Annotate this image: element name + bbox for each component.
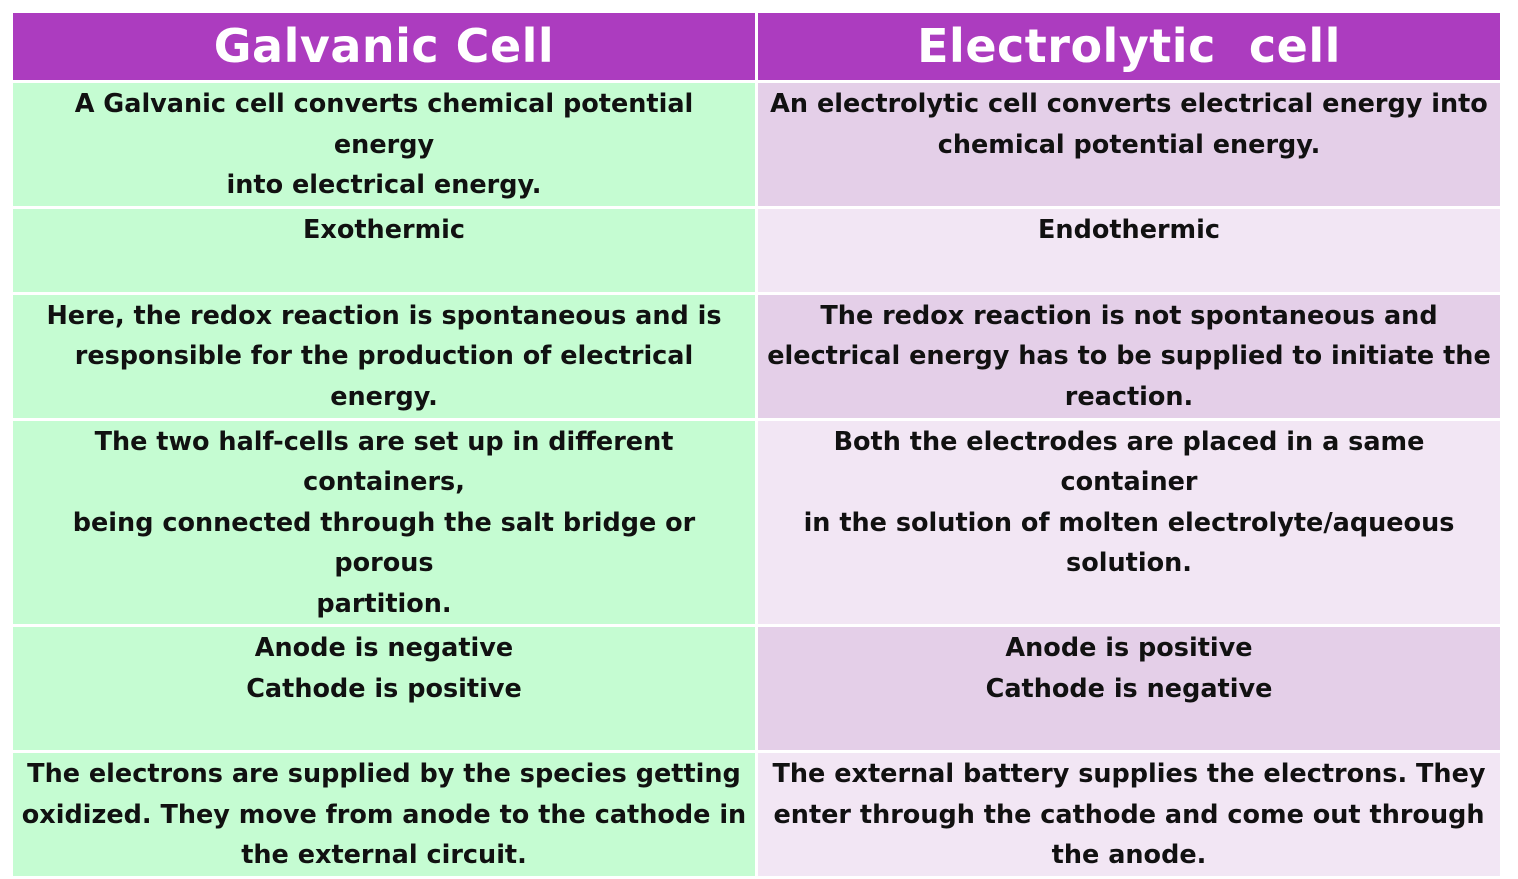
text-line: Here, the redox reaction is spontaneous … bbox=[46, 300, 722, 331]
text-line: into electrical energy. bbox=[226, 170, 542, 200]
comparison-table-container: Galvanic Cell Electrolytic cell A Galvan… bbox=[10, 10, 1503, 879]
header-row: Galvanic Cell Electrolytic cell bbox=[10, 10, 1503, 83]
text-line: An electrolytic cell converts electrical… bbox=[770, 89, 1488, 119]
text-line: solution. bbox=[1066, 548, 1192, 578]
text-line: chemical potential energy. bbox=[937, 129, 1321, 160]
text-line: Exothermic bbox=[302, 214, 466, 245]
text-line: the external circuit. bbox=[241, 840, 527, 870]
text-line: The redox reaction is not spontaneous an… bbox=[820, 300, 1438, 331]
text-line: Cathode is negative bbox=[985, 673, 1273, 704]
electrolytic-electron-flow: The external battery supplies the electr… bbox=[755, 750, 1503, 879]
table-row: Anode is negative Cathode is positive An… bbox=[10, 624, 1503, 753]
table-row: A Galvanic cell converts chemical potent… bbox=[10, 80, 1503, 209]
table-row: Exothermic Endothermic bbox=[10, 205, 1503, 295]
text-line: The electrons are supplied by the specie… bbox=[27, 759, 741, 789]
text-line: Anode is negative bbox=[254, 633, 514, 663]
text-line: partition. bbox=[316, 588, 452, 619]
electrolytic-redox: The redox reaction is not spontaneous an… bbox=[755, 291, 1503, 421]
text-line: enter through the cathode and come out t… bbox=[773, 799, 1485, 830]
header-galvanic-cell: Galvanic Cell bbox=[10, 10, 758, 83]
text-line: oxidized. They move from anode to the ca… bbox=[21, 799, 747, 830]
header-electrolytic-cell: Electrolytic cell bbox=[755, 10, 1503, 83]
text-line: A Galvanic cell converts chemical potent… bbox=[74, 89, 694, 160]
galvanic-energy-conversion: A Galvanic cell converts chemical potent… bbox=[10, 80, 758, 209]
text-line: Endothermic bbox=[1038, 214, 1220, 245]
electrolytic-electrode-polarity: Anode is positive Cathode is negative bbox=[755, 624, 1503, 753]
comparison-table: Galvanic Cell Electrolytic cell A Galvan… bbox=[10, 10, 1503, 879]
text-line: The two half-cells are set up in differe… bbox=[94, 426, 674, 498]
electrolytic-thermo: Endothermic bbox=[755, 205, 1503, 295]
galvanic-containers: The two half-cells are set up in differe… bbox=[10, 417, 758, 627]
text-line: responsible for the production of electr… bbox=[74, 341, 694, 412]
text-line: reaction. bbox=[1064, 381, 1194, 412]
text-line: Cathode is positive bbox=[246, 673, 522, 704]
table-row: The two half-cells are set up in differe… bbox=[10, 417, 1503, 627]
galvanic-electron-flow: The electrons are supplied by the specie… bbox=[10, 750, 758, 879]
galvanic-electrode-polarity: Anode is negative Cathode is positive bbox=[10, 624, 758, 753]
electrolytic-containers: Both the electrodes are placed in a same… bbox=[755, 417, 1503, 627]
text-line: in the solution of molten electrolyte/aq… bbox=[803, 507, 1455, 538]
text-line: The external battery supplies the electr… bbox=[772, 759, 1486, 789]
table-row: Here, the redox reaction is spontaneous … bbox=[10, 291, 1503, 421]
text-line: being connected through the salt bridge … bbox=[72, 507, 696, 579]
galvanic-thermo: Exothermic bbox=[10, 205, 758, 295]
electrolytic-energy-conversion: An electrolytic cell converts electrical… bbox=[755, 80, 1503, 209]
text-line: the anode. bbox=[1051, 840, 1207, 870]
galvanic-redox: Here, the redox reaction is spontaneous … bbox=[10, 291, 758, 421]
text-line: Anode is positive bbox=[1005, 633, 1253, 663]
text-line: Both the electrodes are placed in a same… bbox=[833, 426, 1425, 498]
text-line: electrical energy has to be supplied to … bbox=[767, 341, 1491, 371]
table-row: The electrons are supplied by the specie… bbox=[10, 750, 1503, 879]
